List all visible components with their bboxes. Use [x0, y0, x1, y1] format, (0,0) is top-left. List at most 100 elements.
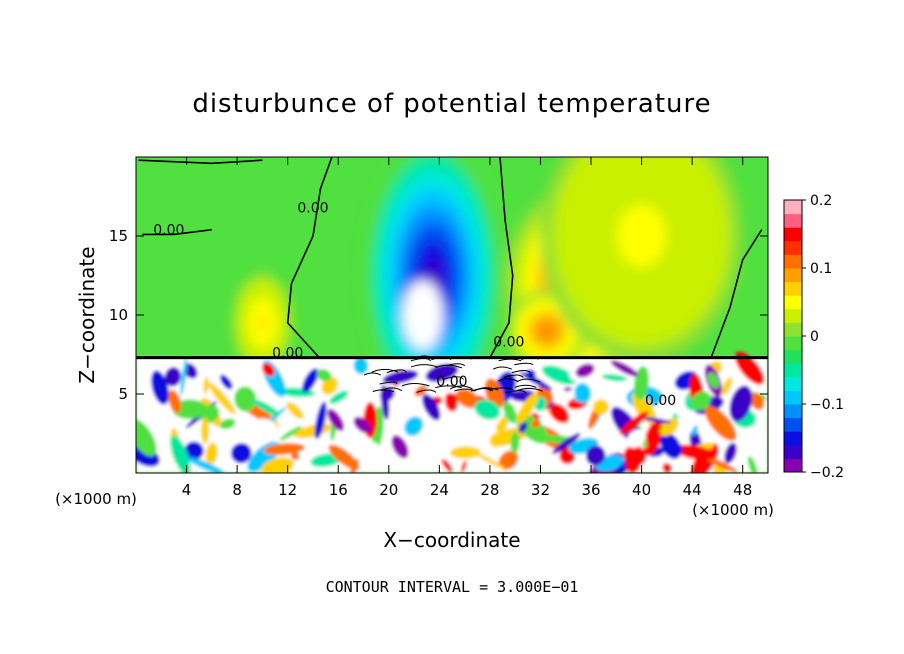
turbulent-blob-93	[231, 443, 252, 464]
y-tick-label-15: 15	[109, 227, 128, 245]
turbulent-blob-86	[321, 376, 338, 395]
contour-line-4	[138, 159, 263, 165]
turbulent-blob-83	[662, 462, 672, 473]
x-tick-label-28: 28	[480, 481, 499, 499]
turbulent-blob-74	[314, 401, 327, 440]
colorbar-band-10	[784, 322, 802, 337]
colorbar-band-18	[784, 213, 802, 228]
turbulent-blob-103	[449, 446, 481, 459]
turbulent-blob-39	[474, 452, 506, 470]
turbulent-blob-58	[372, 441, 380, 452]
contour-line-0	[286, 157, 333, 359]
x-tick-label-48: 48	[733, 481, 752, 499]
x-axis-label: X−coordinate	[383, 528, 520, 552]
turbulent-blob-113	[592, 399, 609, 415]
contour-squiggle-14	[435, 364, 463, 369]
x-tick-label-8: 8	[232, 481, 242, 499]
x-tick-label-20: 20	[379, 481, 398, 499]
turbulent-blob-156	[729, 385, 753, 422]
contour-squiggle-17	[470, 356, 491, 360]
colorbar-band-3	[784, 417, 802, 432]
turbulent-blob-111	[691, 425, 699, 436]
turbulent-blob-139	[672, 442, 683, 455]
contour-squiggle-30	[416, 389, 437, 393]
colorbar-band-9	[784, 336, 802, 351]
colorbar: 0.2 0.1 0 −0.1 −0.2	[783, 193, 844, 481]
lower-turbulent-layer	[136, 351, 768, 473]
turbulent-blob-7	[643, 418, 664, 456]
contour-squiggle-1	[498, 358, 522, 362]
contour-squiggle-11	[410, 355, 433, 360]
contour-squiggle-28	[514, 362, 534, 366]
turbulent-blob-163	[707, 372, 720, 389]
turbulent-blob-116	[563, 387, 573, 392]
contour-label-0: 0.00	[153, 222, 184, 238]
contour-line-1	[489, 157, 514, 359]
turbulent-blob-122	[673, 444, 715, 461]
turbulent-blob-97	[136, 418, 157, 457]
turbulent-blob-57	[704, 405, 737, 441]
colorbar-band-17	[784, 227, 802, 242]
turbulent-blob-56	[205, 442, 218, 465]
turbulent-blob-138	[252, 399, 281, 416]
contour-squiggle-6	[363, 372, 382, 376]
turbulent-blob-145	[518, 422, 528, 434]
colorbar-band-5	[784, 390, 802, 405]
colorbar-band-2	[784, 431, 802, 446]
turbulent-blob-130	[432, 443, 437, 452]
colorbar-tick-label: −0.2	[810, 465, 844, 481]
turbulent-blob-162	[642, 416, 672, 424]
contour-squiggle-2	[511, 370, 531, 374]
turbulent-blob-75	[219, 374, 233, 390]
contour-squiggle-27	[489, 387, 514, 390]
turbulent-blob-133	[203, 376, 209, 395]
y-axis-label: Z−coordinate	[75, 246, 99, 383]
y-tick-label-5: 5	[118, 385, 128, 403]
contour-squiggle-29	[431, 356, 452, 361]
turbulent-blob-70	[601, 374, 627, 382]
turbulent-blob-17	[183, 363, 198, 379]
turbulent-blob-43	[656, 374, 665, 391]
contour-label-3: 0.00	[493, 335, 524, 351]
turbulent-blob-165	[503, 401, 517, 421]
colorbar-tick-label: 0.2	[810, 193, 832, 209]
contour-squiggle-24	[498, 378, 518, 382]
colorbar-band-11	[784, 308, 802, 323]
turbulent-blob-136	[219, 418, 236, 430]
contour-squiggle-0	[516, 378, 541, 383]
turbulent-blob-61	[184, 441, 204, 460]
turbulent-blob-160	[168, 389, 182, 414]
contour-label-5: 0.00	[436, 374, 467, 390]
y-axis-unit: (×1000 m)	[55, 490, 137, 508]
contour-squiggle-33	[470, 387, 492, 392]
contour-squiggle-3	[504, 374, 524, 378]
turbulent-blob-148	[180, 357, 188, 396]
x-axis: 4 8 12 16 20 24 28 32 36 40 44 48	[182, 157, 752, 499]
x-tick-label-36: 36	[581, 481, 600, 499]
upper-field-blobs	[232, 157, 743, 415]
turbulent-blob-44	[279, 426, 302, 441]
anomaly-warm-2-level-1	[541, 325, 552, 336]
turbulent-blob-95	[404, 416, 424, 436]
turbulent-blob-101	[574, 382, 592, 404]
contour-squiggle-22	[379, 381, 398, 385]
colorbar-tick-label: 0.1	[810, 261, 832, 277]
turbulent-blob-154	[516, 392, 539, 424]
turbulent-blob-143	[495, 416, 509, 434]
turbulent-blob-137	[286, 402, 304, 419]
turbulent-blob-158	[186, 456, 227, 473]
turbulent-blob-159	[455, 388, 480, 409]
turbulent-blob-38	[541, 365, 577, 385]
turbulent-blob-11	[391, 435, 409, 459]
turbulent-blob-68	[310, 453, 342, 467]
contour-squiggle-15	[371, 368, 399, 373]
contour-squiggle-26	[372, 389, 395, 393]
colorbar-band-4	[784, 404, 802, 419]
turbulent-blob-36	[747, 456, 758, 473]
turbulent-blob-134	[316, 368, 332, 382]
y-axis: 5 10 15	[109, 227, 768, 403]
contour-label-1: 0.00	[297, 200, 328, 216]
x-tick-label-4: 4	[182, 481, 192, 499]
turbulent-blob-166	[261, 362, 275, 377]
